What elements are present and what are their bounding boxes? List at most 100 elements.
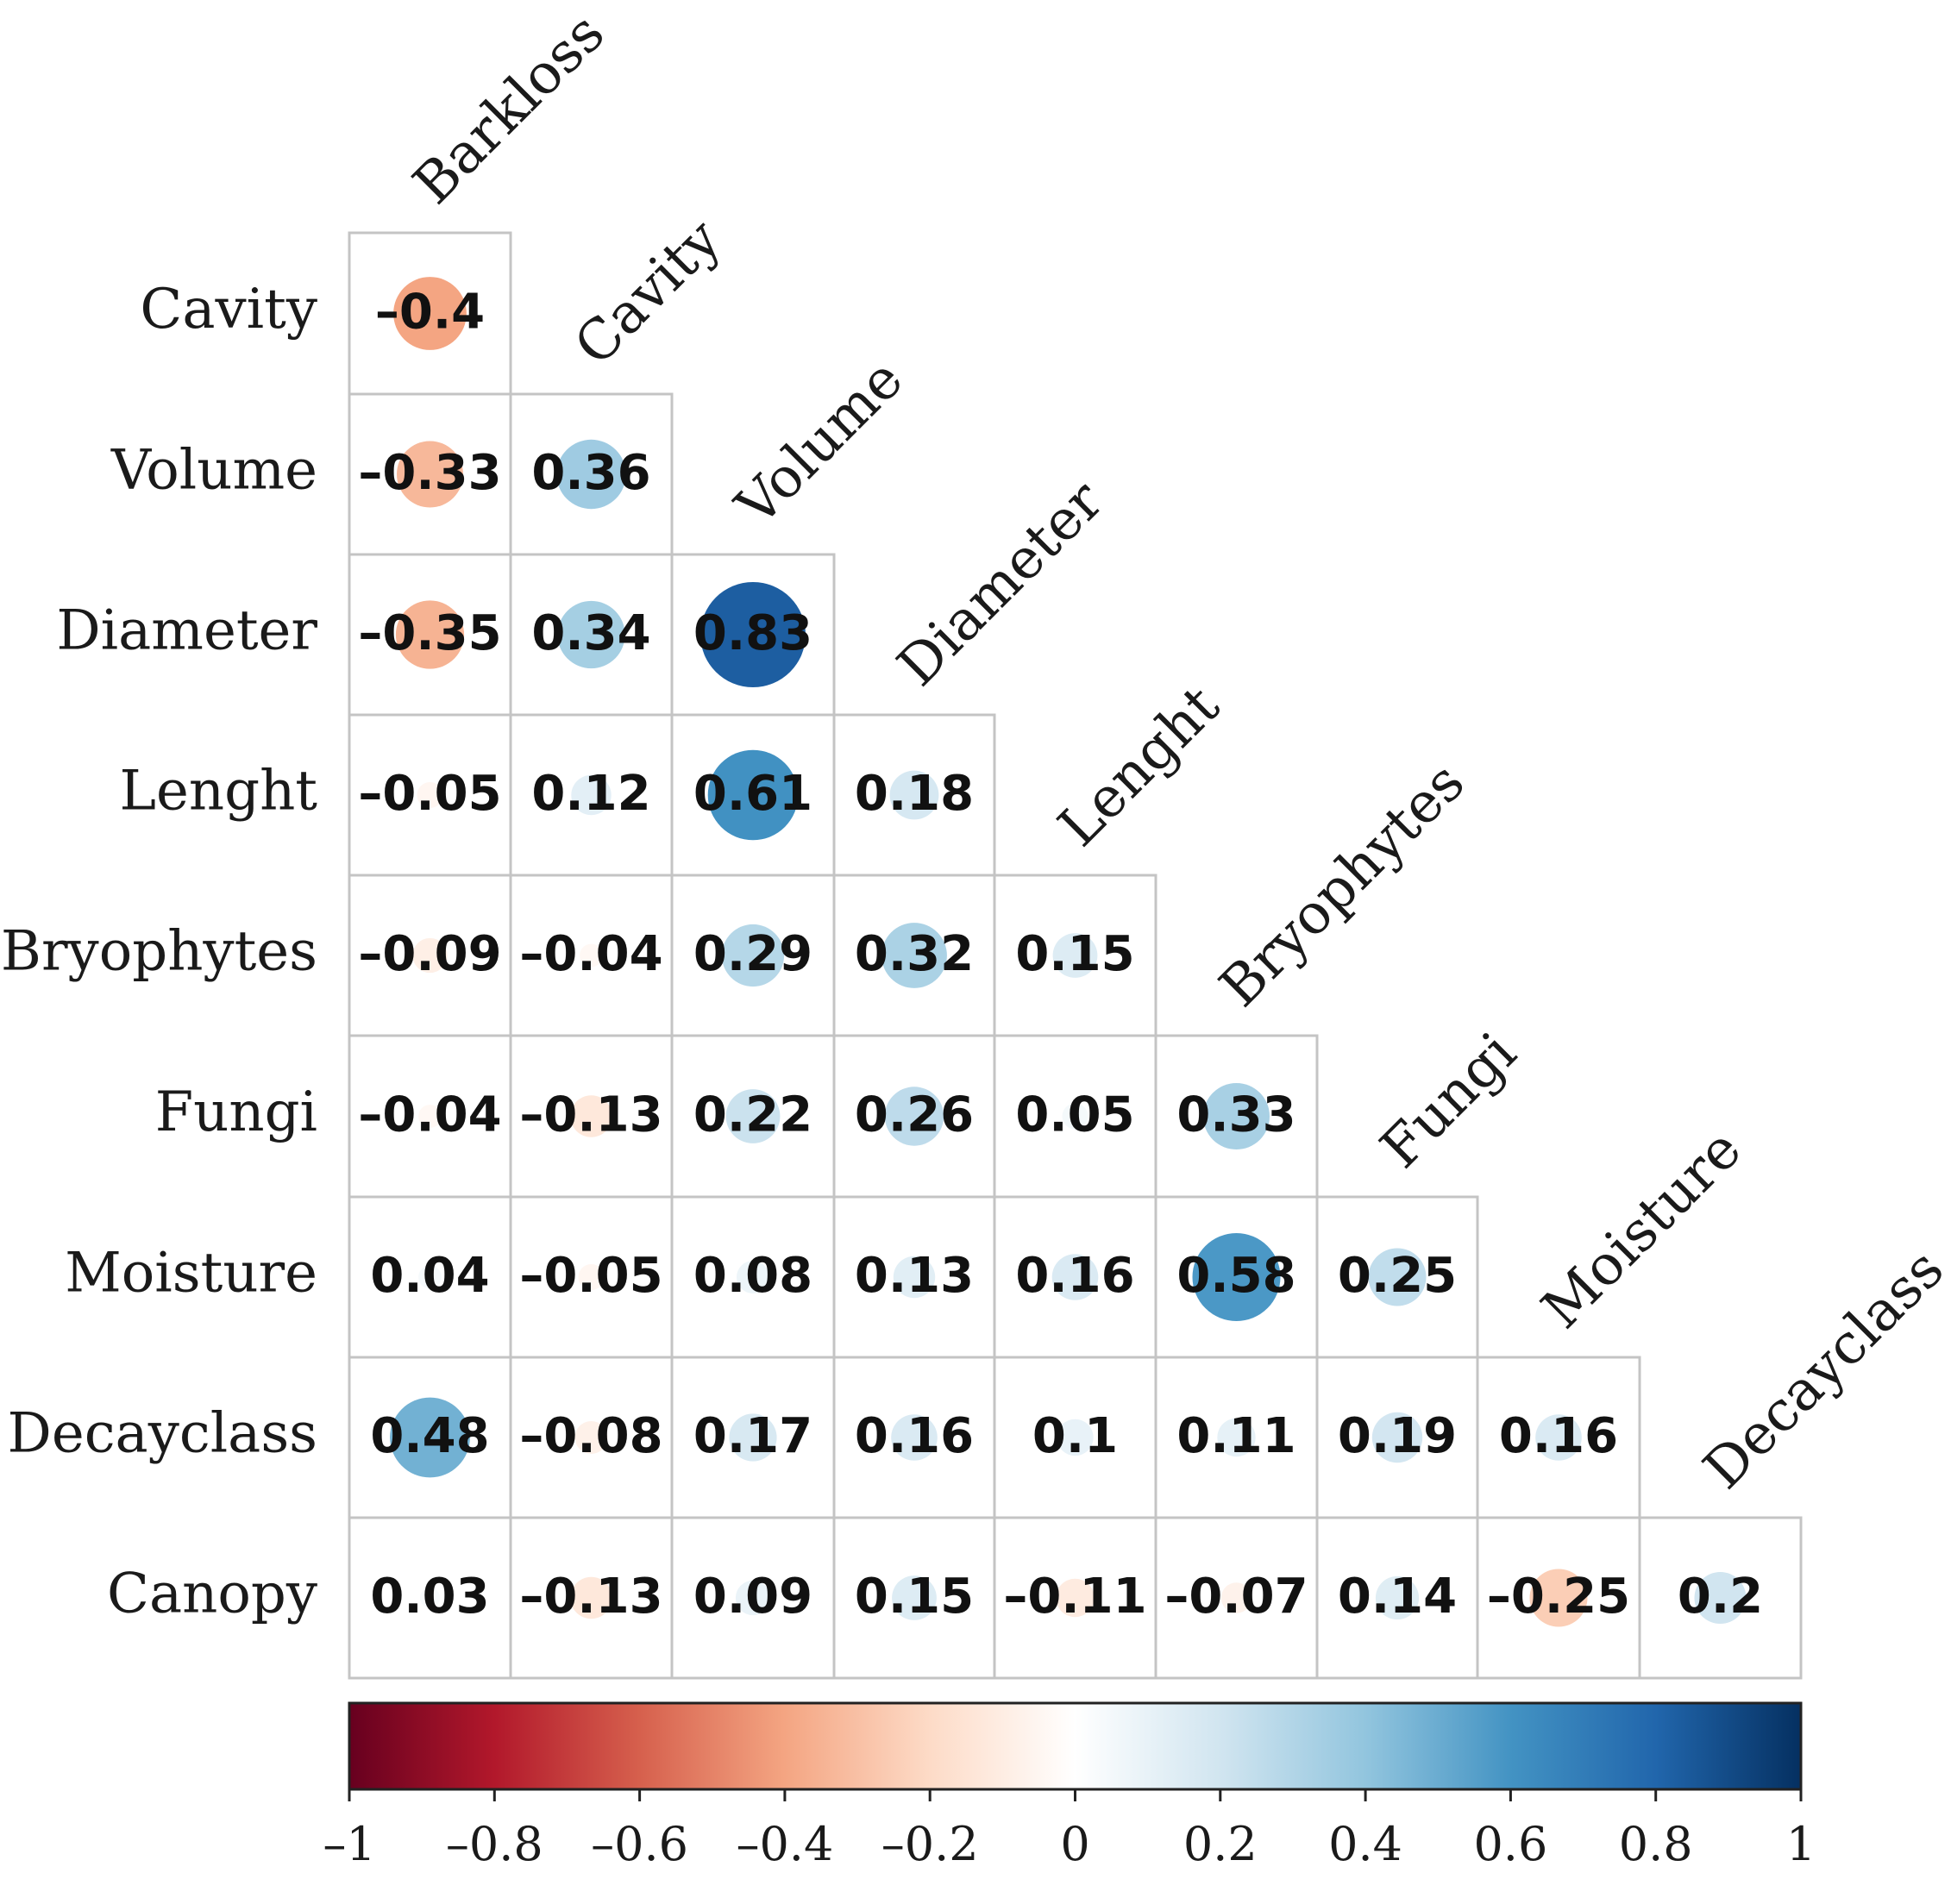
correlation-circle: [1694, 1572, 1747, 1624]
correlation-circle: [735, 1580, 771, 1616]
correlation-circle: [1062, 1103, 1088, 1130]
correlation-value: –0.33: [358, 445, 501, 501]
correlation-value: 0.16: [855, 1408, 974, 1464]
row-label: Decayclass: [8, 1402, 318, 1466]
correlation-value: 0.16: [1015, 1248, 1134, 1304]
correlation-circle: [884, 1087, 944, 1146]
correlation-circle: [737, 1261, 769, 1293]
row-label: Moisture: [65, 1242, 317, 1306]
correlation-value: 0.19: [1338, 1408, 1457, 1464]
correlation-circle: [1217, 1418, 1256, 1457]
row-label: Cavity: [140, 278, 317, 341]
column-label: Fungi: [1369, 1021, 1528, 1181]
correlation-value: 0.16: [1499, 1408, 1618, 1464]
correlation-circle: [881, 923, 947, 988]
correlation-value: 0.83: [693, 605, 812, 661]
colorbar: –1 –0.8 –0.6 –0.4 –0.2 0 0.2 0.4 0.6 0.8 1: [323, 1701, 1816, 1871]
column-label: Cavity: [562, 208, 733, 379]
colorbar-tick-label: 0.6: [1473, 1817, 1547, 1871]
colorbar-tick-label: –0.8: [446, 1817, 543, 1871]
column-label: Barkloss: [401, 2, 617, 217]
correlation-value: 0.17: [693, 1408, 812, 1464]
column-label: Bryophytes: [1208, 750, 1477, 1019]
correlation-value: 0.1: [1032, 1408, 1118, 1464]
correlation-circle: [571, 774, 612, 816]
column-label: Diameter: [886, 469, 1116, 699]
correlation-circle: [570, 1095, 612, 1137]
correlation-value: –0.11: [1003, 1569, 1146, 1625]
correlation-value: 0.15: [855, 1569, 974, 1625]
correlation-circle: [1529, 1569, 1588, 1627]
correlation-value: 0.13: [855, 1248, 974, 1304]
correlation-circle: [393, 277, 467, 350]
colorbar-tick-label: 1: [1786, 1817, 1816, 1871]
correlation-value: 0.08: [693, 1248, 812, 1304]
correlation-circle: [891, 1414, 938, 1461]
colorbar-tick-label: 0.4: [1328, 1817, 1402, 1871]
correlation-value: –0.04: [519, 926, 662, 982]
correlation-circle: [395, 600, 465, 669]
correlation-value: 0.05: [1015, 1087, 1134, 1143]
correlation-circle: [721, 924, 785, 987]
row-label: Bryophytes: [1, 920, 317, 984]
column-label: Moisture: [1530, 1118, 1753, 1341]
correlation-circle: [1056, 1578, 1095, 1618]
correlation-value: 0.34: [531, 605, 650, 661]
correlation-value: 0.12: [531, 766, 650, 822]
correlation-circle: [1052, 933, 1098, 978]
correlation-value: 0.04: [370, 1248, 489, 1304]
matrix-cell: [1638, 1516, 1803, 1680]
colorbar-tick-label: 0.2: [1183, 1817, 1258, 1871]
correlation-circle: [1535, 1414, 1582, 1461]
correlation-value: –0.09: [358, 926, 501, 982]
correlation-circle: [700, 582, 806, 687]
row-label-layer: Cavity Volume Diameter Lenght Bryophytes Fung…: [1, 278, 318, 1626]
row-label: Volume: [110, 439, 317, 503]
correlation-circle: [412, 937, 448, 974]
row-label: Fungi: [155, 1080, 317, 1144]
correlation-circle: [1203, 1083, 1270, 1149]
correlation-circle: [1057, 1419, 1094, 1456]
circle-layer: [390, 277, 1747, 1627]
correlation-circle: [574, 1421, 608, 1454]
correlation-circle: [1375, 1575, 1420, 1620]
correlation-value: 0.26: [855, 1087, 974, 1143]
correlation-circle: [418, 1265, 442, 1289]
correlation-circle: [892, 1575, 937, 1620]
colorbar-tick-label: –1: [323, 1817, 375, 1871]
column-label: Volume: [724, 348, 915, 539]
correlation-circle: [556, 439, 626, 510]
correlation-value: 0.11: [1176, 1408, 1295, 1464]
grid-layer: [348, 231, 1803, 1680]
correlation-value: 0.2: [1678, 1569, 1763, 1625]
correlation-value: –0.13: [519, 1569, 662, 1625]
column-label: Lenght: [1046, 674, 1232, 860]
correlation-circle: [557, 600, 625, 669]
colorbar-tick-label: –0.4: [736, 1817, 833, 1871]
column-label: Decayclass: [1691, 1237, 1951, 1502]
correlation-circle: [729, 1413, 777, 1462]
colorbar-tick-label: 0.8: [1619, 1817, 1693, 1871]
correlation-value: –0.4: [375, 285, 485, 341]
correlation-value: 0.48: [370, 1408, 489, 1464]
correlation-value: 0.03: [370, 1569, 489, 1625]
correlation-circle: [893, 1256, 936, 1299]
correlation-value: –0.04: [358, 1087, 501, 1143]
correlation-value: 0.61: [693, 766, 812, 822]
correlation-value: 0.15: [1015, 926, 1134, 982]
correlation-value: 0.14: [1338, 1569, 1457, 1625]
correlation-value: –0.35: [358, 605, 501, 661]
correlation-value: –0.05: [519, 1248, 662, 1304]
correlation-circle: [1051, 1254, 1099, 1300]
correlation-value: –0.07: [1164, 1569, 1308, 1625]
correlation-value: 0.32: [855, 926, 974, 982]
correlation-circle: [570, 1576, 612, 1619]
correlation-circle: [707, 749, 799, 841]
row-label: Diameter: [56, 599, 317, 663]
correlation-circle: [1220, 1582, 1252, 1613]
colorbar-tick-label: –0.2: [881, 1817, 979, 1871]
correlation-circle: [418, 1105, 442, 1128]
correlation-value: 0.09: [693, 1569, 812, 1625]
correlation-value: –0.25: [1487, 1569, 1630, 1625]
